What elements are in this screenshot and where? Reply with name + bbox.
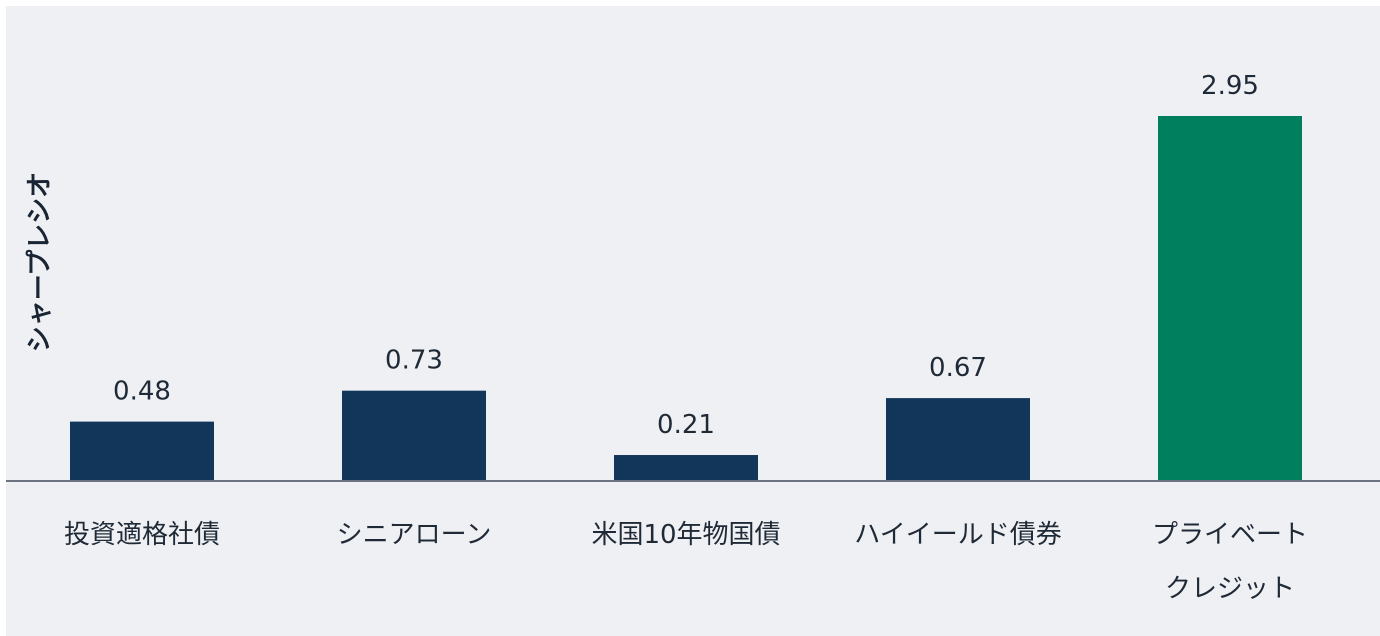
bars-group <box>70 116 1302 481</box>
category-label-3: 米国10年物国債 <box>591 520 780 550</box>
category-label-2: シニアローン <box>337 520 492 550</box>
category-label-1: 投資適格社債 <box>64 520 220 550</box>
value-label-3: 0.21 <box>657 410 715 440</box>
category-label-5-line-1: プライベート <box>1152 520 1308 550</box>
value-label-4: 0.67 <box>929 353 987 383</box>
chart-area <box>6 6 1380 636</box>
value-label-1: 0.48 <box>113 377 171 407</box>
bar-5 <box>1158 116 1302 481</box>
value-label-2: 0.73 <box>385 346 443 376</box>
bar-3 <box>614 455 758 481</box>
value-labels-group: 0.48 0.73 0.21 0.67 2.95 <box>113 71 1259 440</box>
category-label-5-line-2: クレジット <box>1165 574 1295 604</box>
bar-2 <box>342 390 486 481</box>
bar-4 <box>886 398 1030 481</box>
value-label-5: 2.95 <box>1201 71 1259 101</box>
category-label-4: ハイイールド債券 <box>854 520 1061 550</box>
y-axis-label: シャープレシオ <box>25 172 55 352</box>
bar-1 <box>70 421 214 481</box>
